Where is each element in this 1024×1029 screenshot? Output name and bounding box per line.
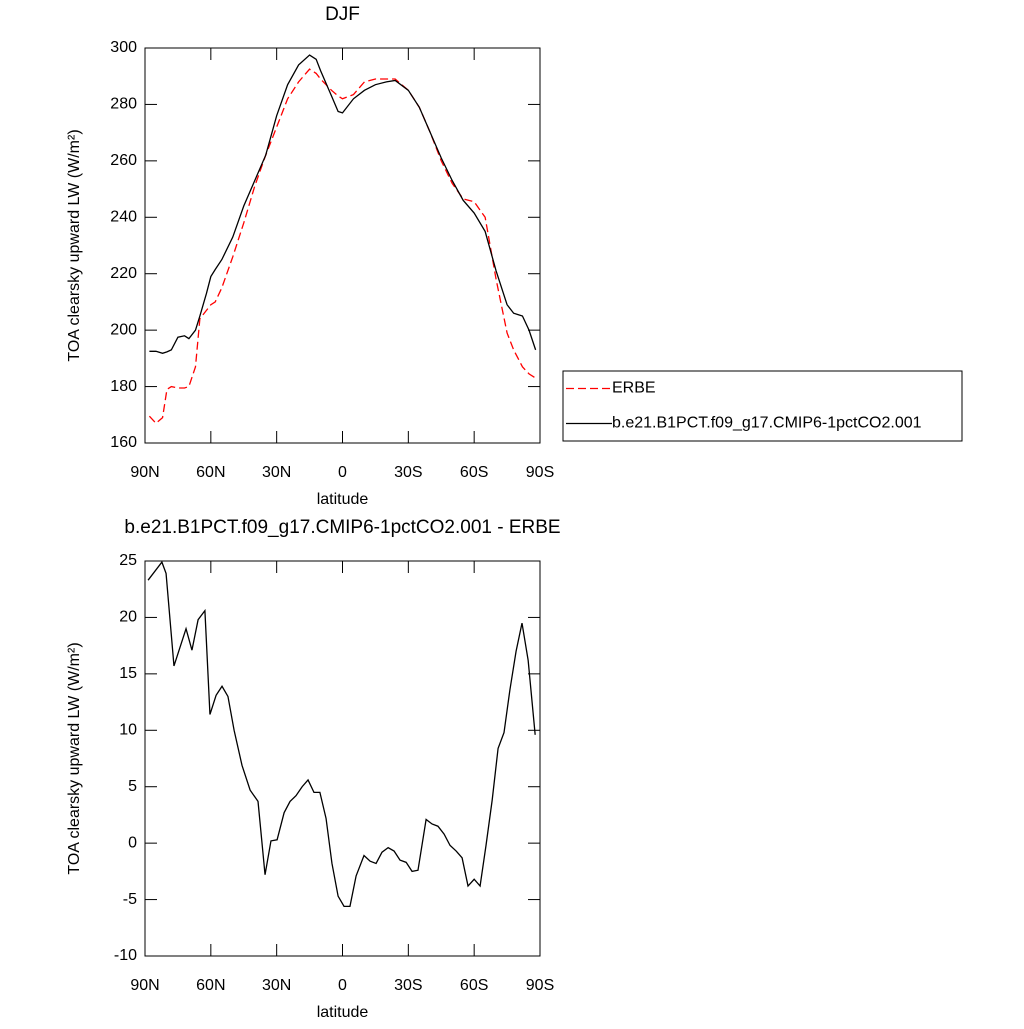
x-tick-label: 90N xyxy=(130,464,159,481)
data-line xyxy=(147,560,536,907)
x-tick-label: 30N xyxy=(262,977,291,994)
data-line xyxy=(148,68,536,425)
y-tick-label: 20 xyxy=(119,609,137,626)
legend-label: ERBE xyxy=(612,380,656,397)
y-tick-label: 200 xyxy=(110,321,137,338)
x-tick-label: 90S xyxy=(526,977,554,994)
plot-frame xyxy=(144,47,541,444)
legend-box xyxy=(562,370,963,442)
y-tick-label: -5 xyxy=(123,891,137,908)
y-tick-label: -10 xyxy=(114,947,137,964)
legend-label: b.e21.B1PCT.f09_g17.CMIP6-1pctCO2.001 xyxy=(612,415,922,432)
x-tick-label: 30N xyxy=(262,464,291,481)
y-tick-label: 160 xyxy=(110,434,137,451)
x-tick-label: 90S xyxy=(526,464,554,481)
plot-frame xyxy=(144,560,541,957)
x-tick-label: 60S xyxy=(460,977,488,994)
x-tick-label: 90N xyxy=(130,977,159,994)
y-axis-label: TOA clearsky upward LW (W/m²) xyxy=(66,129,83,361)
y-tick-label: 300 xyxy=(110,39,137,56)
x-tick-label: 30S xyxy=(394,464,422,481)
y-tick-label: 25 xyxy=(119,552,137,569)
x-axis-label: latitude xyxy=(317,1004,369,1021)
x-tick-label: 30S xyxy=(394,977,422,994)
y-tick-label: 240 xyxy=(110,209,137,226)
data-line xyxy=(149,54,537,354)
x-tick-label: 60N xyxy=(196,464,225,481)
x-tick-label: 0 xyxy=(338,464,347,481)
y-tick-label: 15 xyxy=(119,665,137,682)
y-tick-label: 260 xyxy=(110,152,137,169)
y-tick-label: 10 xyxy=(119,722,137,739)
x-tick-label: 60S xyxy=(460,464,488,481)
y-tick-label: 0 xyxy=(128,834,137,851)
y-tick-label: 280 xyxy=(110,96,137,113)
x-tick-label: 60N xyxy=(196,977,225,994)
y-tick-label: 180 xyxy=(110,378,137,395)
chart-title: b.e21.B1PCT.f09_g17.CMIP6-1pctCO2.001 - … xyxy=(124,517,560,538)
y-tick-label: 5 xyxy=(128,778,137,795)
y-tick-label: 220 xyxy=(110,265,137,282)
chart-title: DJF xyxy=(325,4,360,25)
x-tick-label: 0 xyxy=(338,977,347,994)
x-axis-label: latitude xyxy=(317,491,369,508)
y-axis-label: TOA clearsky upward LW (W/m²) xyxy=(66,642,83,874)
